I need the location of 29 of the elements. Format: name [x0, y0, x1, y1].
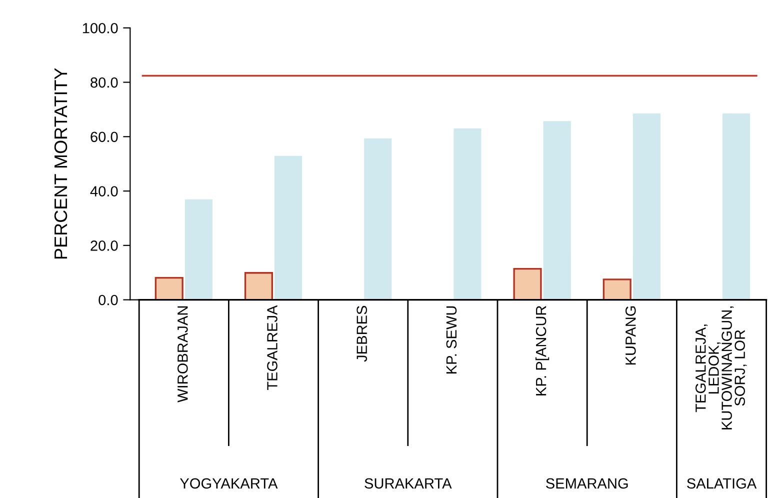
y-tick-label: 20.0: [90, 240, 118, 251]
bar: [543, 121, 571, 300]
y-tick-label: 0.0: [98, 294, 118, 306]
x-tick-label: KUPANG: [625, 306, 636, 365]
bar: [184, 199, 212, 300]
bar: [274, 156, 302, 300]
y-tick-label: 40.0: [90, 186, 118, 196]
bar: [722, 113, 750, 300]
text: YOGYAKARTA: [180, 478, 278, 489]
text: SEMARANG: [546, 478, 628, 489]
bar: [364, 138, 392, 300]
text: SALATIGA: [687, 478, 757, 489]
bar: [602, 278, 632, 300]
bar: [244, 272, 273, 300]
bar: [632, 113, 660, 300]
bar: [513, 268, 542, 300]
x-tick-label: TEGALREJA: [267, 305, 278, 390]
x-tick-label: KP. SEWU: [446, 306, 457, 374]
y-tick-label: 60.0: [90, 132, 118, 142]
text: SURAKARTA: [364, 478, 452, 489]
y-tick-label: 100.0: [82, 22, 118, 34]
bar: [454, 128, 482, 300]
y-tick-label: 80.0: [90, 77, 118, 88]
x-tick-label: WIROBRAJAN: [177, 306, 188, 402]
x-tick-label: KP. P[ANCUR: [536, 306, 550, 396]
bar: [154, 276, 184, 300]
x-tick-label: JEBRES: [356, 306, 368, 362]
y-axis-title: PERCENT MORTATITY: [54, 68, 68, 259]
x-tick-label: TEGALREJA, LEDOK, KUTOWINANGUN, SORJ, LOR: [695, 306, 747, 430]
